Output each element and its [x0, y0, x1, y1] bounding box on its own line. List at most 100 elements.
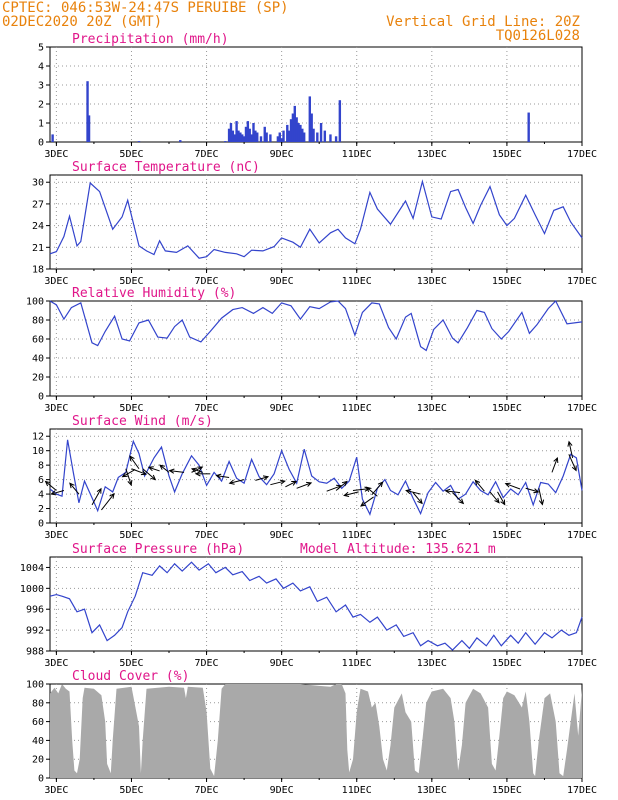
precip-bar	[242, 136, 246, 142]
panel-1-xtick-label: 11DEC	[342, 149, 372, 160]
wind-arrow	[296, 482, 312, 489]
precip-bar	[224, 141, 227, 142]
panel-4-xtick-label: 3DEC	[44, 530, 68, 541]
panel-4-xtick-label: 9DEC	[270, 530, 294, 541]
panel-5-xtick-label: 13DEC	[417, 658, 447, 669]
wind-arrow	[191, 468, 203, 473]
precip-bar	[280, 138, 283, 142]
wind-arrow	[551, 457, 558, 473]
panel-6-ytick-label: 40	[32, 736, 44, 747]
panel-4-frame	[49, 428, 583, 524]
wind-arrow-head	[194, 471, 201, 477]
panel-6-xtick-label: 9DEC	[270, 785, 294, 796]
wind-arrow-head	[147, 466, 154, 472]
wind-arrow-head	[150, 474, 157, 481]
wind-arrow	[191, 466, 203, 473]
precip-bar	[263, 126, 266, 142]
panel-6-xtick-label: 3DEC	[44, 785, 68, 796]
panel-3-ytick-label: 60	[32, 335, 44, 346]
wind-arrow-head	[127, 479, 133, 487]
wind-arrow-head	[168, 468, 175, 474]
wind-arrow	[270, 480, 285, 486]
precip-bar	[137, 141, 141, 142]
precip-bar	[179, 140, 182, 142]
panel-3-series-line	[49, 299, 583, 352]
panel-3-xtick-label: 9DEC	[270, 403, 294, 414]
precip-bar	[278, 132, 281, 142]
wind-arrow-head	[291, 480, 298, 486]
panel-5-xtick-label: 11DEC	[342, 658, 372, 669]
precip-bar	[316, 132, 319, 142]
wind-arrow	[159, 464, 170, 473]
panel-6-xtick-label: 7DEC	[195, 785, 219, 796]
wind-arrow	[360, 496, 374, 507]
panel-6-xtick-label: 17DEC	[567, 785, 597, 796]
panel-1-xtick-label: 5DEC	[119, 149, 143, 160]
panel-2-xtick-label: 13DEC	[417, 276, 447, 287]
wind-arrow-head	[262, 475, 270, 481]
panel-4-xtick-label: 15DEC	[492, 530, 522, 541]
header-model-code: TQ0126L028	[495, 28, 580, 44]
wind-arrow-head	[190, 467, 198, 473]
wind-arrow-head	[121, 472, 128, 478]
panel-1-frame	[49, 46, 583, 143]
precip-bar	[297, 123, 300, 142]
wind-arrow	[489, 491, 500, 504]
panel-2-title: Surface Temperature (nC)	[72, 160, 260, 175]
wind-arrow-head	[538, 499, 545, 506]
panel-4-xtick-label: 17DEC	[567, 530, 597, 541]
panel-2-ytick-label: 30	[32, 178, 44, 189]
wind-arrow	[148, 466, 160, 472]
wind-arrow	[505, 483, 521, 490]
panel-1-ytick-label: 0	[38, 138, 44, 149]
precip-bar	[308, 96, 312, 142]
wind-arrow-head	[365, 486, 372, 493]
panel-1-ytick-label: 2	[38, 100, 44, 111]
panel-4-ytick-label: 4	[38, 490, 44, 501]
wind-arrow-head	[533, 488, 540, 494]
wind-arrow-head	[140, 470, 147, 476]
wind-arrow-head	[129, 455, 135, 462]
panel-6-ytick-label: 20	[32, 755, 44, 766]
header-station: CPTEC: 046:53W-24:47S PERUIBE (SP)	[2, 0, 289, 16]
panel-4-xtick-label: 7DEC	[195, 530, 219, 541]
panel-5-xtick-label: 17DEC	[567, 658, 597, 669]
panel-1-title: Precipitation (mm/h)	[72, 32, 229, 47]
panel-2-ytick-label: 18	[32, 265, 44, 276]
panel-2-xtick-label: 7DEC	[195, 276, 219, 287]
panel-6-xtick-label: 13DEC	[417, 785, 447, 796]
precip-bar	[291, 113, 295, 142]
panel-5-xtick-label: 5DEC	[119, 658, 143, 669]
precip-bar	[295, 117, 298, 142]
panel-3-xtick-label: 7DEC	[195, 403, 219, 414]
panel-2-xtick-label: 17DEC	[567, 276, 597, 287]
precip-bar	[312, 128, 315, 142]
wind-arrow	[122, 469, 136, 478]
panel-2-xtick-label: 15DEC	[492, 276, 522, 287]
panel-4-title: Surface Wind (m/s)	[72, 414, 213, 429]
precip-bar	[269, 134, 272, 142]
panel-6-title: Cloud Cover (%)	[72, 669, 189, 684]
wind-arrow	[255, 476, 269, 481]
precip-bar	[299, 124, 302, 142]
panel-4-ytick-label: 0	[38, 519, 44, 530]
precip-bar	[231, 130, 235, 142]
wind-arrow	[91, 488, 102, 506]
wind-arrow-head	[69, 482, 75, 489]
panel-1-ytick-label: 1	[38, 119, 44, 130]
panel-4-ytick-label: 12	[32, 432, 44, 443]
wind-arrow	[366, 486, 378, 497]
wind-arrow	[475, 480, 485, 492]
panel-3-xtick-label: 3DEC	[44, 403, 68, 414]
wind-arrow-head	[494, 497, 500, 504]
panel-6-ytick-label: 0	[38, 774, 44, 785]
precip-bar	[86, 81, 89, 142]
precip-bar	[252, 123, 255, 142]
panel-4-ytick-label: 6	[38, 475, 44, 486]
precip-bar	[241, 134, 244, 142]
wind-arrow-head	[159, 464, 166, 470]
panel-6-ytick-label: 100	[26, 680, 44, 691]
precip-bar	[254, 130, 257, 142]
wind-arrow	[445, 490, 461, 494]
precip-bar	[329, 134, 332, 142]
